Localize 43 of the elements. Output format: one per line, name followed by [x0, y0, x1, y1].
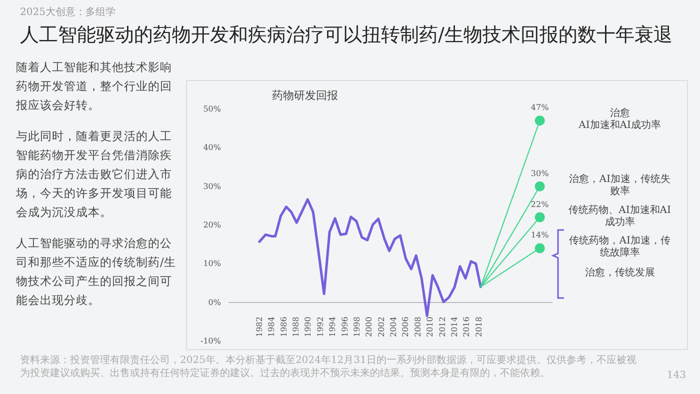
x-tick-label: 1998	[352, 316, 362, 337]
text: 随着人工智能和其他技术影响药物开发管道，整个行业的回报应该会好转。	[16, 59, 173, 114]
x-tick-label: 2004	[389, 316, 398, 337]
text: 传统药物，AI加速，传统故障率	[569, 234, 670, 259]
text: 与此同时，随着更灵活的人工智能药物开发平台凭借消除疾病的治疗方法击败它们进入市场，今天的许多开发项目可能会成为沉没成本。	[16, 128, 173, 221]
x-tick-label: 2012	[438, 316, 447, 337]
text: 传统药物、AI加速和AI成功率	[568, 204, 672, 228]
text: 143	[666, 370, 686, 381]
x-tick-label: 2014	[450, 316, 459, 337]
y-tick-label: -10%	[200, 336, 222, 346]
x-tick-label: 1984	[267, 316, 276, 337]
text: 治愈 AI加速和AI成功率	[578, 107, 661, 132]
x-tick-label: 1994	[328, 316, 338, 337]
x-tick-label: 2016	[462, 316, 472, 337]
text: 治愈，传统发展	[584, 266, 655, 279]
data-label: 22%	[530, 200, 550, 209]
y-tick-label: 0%	[208, 298, 222, 307]
x-tick-label: 1982	[254, 316, 264, 337]
text: 2025大创意：多组学	[20, 6, 116, 19]
text: 人工智能驱动的寻求治愈的公司和那些不适应的传统制药/生物技术公司产生的回报之间可能会出现分歧。	[16, 235, 177, 309]
x-tick-label: 2008	[413, 316, 422, 337]
text: 资料来源：投资管理有限责任公司，2025年。本分析基于截至2024年12月31日的一系列外部数据源，可应要求提供。仅供参考，不应被视为投资建议或购买、出售或持有任何特定证券的建议。过去的表现并不预示未来的结果。预测本身是有限的，不能依赖。	[20, 354, 638, 380]
x-tick-label: 2018	[474, 316, 484, 337]
y-tick-label: 50%	[203, 104, 222, 114]
x-tick-label: 1988	[292, 316, 301, 337]
x-tick-label: 1990	[304, 316, 313, 337]
text: 治愈，AI加速，传统失败率	[569, 172, 670, 197]
x-tick-label: 2006	[401, 316, 410, 337]
x-tick-label: 1996	[340, 316, 350, 337]
data-label: 30%	[530, 168, 550, 178]
data-label: 47%	[530, 103, 550, 112]
x-tick-label: 2002	[376, 316, 386, 337]
x-tick-label: 1992	[316, 316, 325, 337]
chart-subtitle: 药物研发回报	[272, 89, 338, 102]
chart-title: 人工智能驱动的药物开发和疾病治疗可以扭转制药/生物技术回报的数十年衰退	[20, 23, 672, 48]
y-tick-label: 40%	[203, 143, 222, 152]
y-tick-label: 10%	[203, 259, 222, 268]
x-tick-label: 2000	[364, 316, 374, 337]
y-tick-label: 20%	[203, 220, 222, 230]
data-label: 14%	[530, 230, 550, 240]
x-tick-label: 1986	[279, 316, 288, 337]
x-tick-label: 2010	[426, 316, 435, 337]
y-tick-label: 30%	[203, 182, 222, 191]
